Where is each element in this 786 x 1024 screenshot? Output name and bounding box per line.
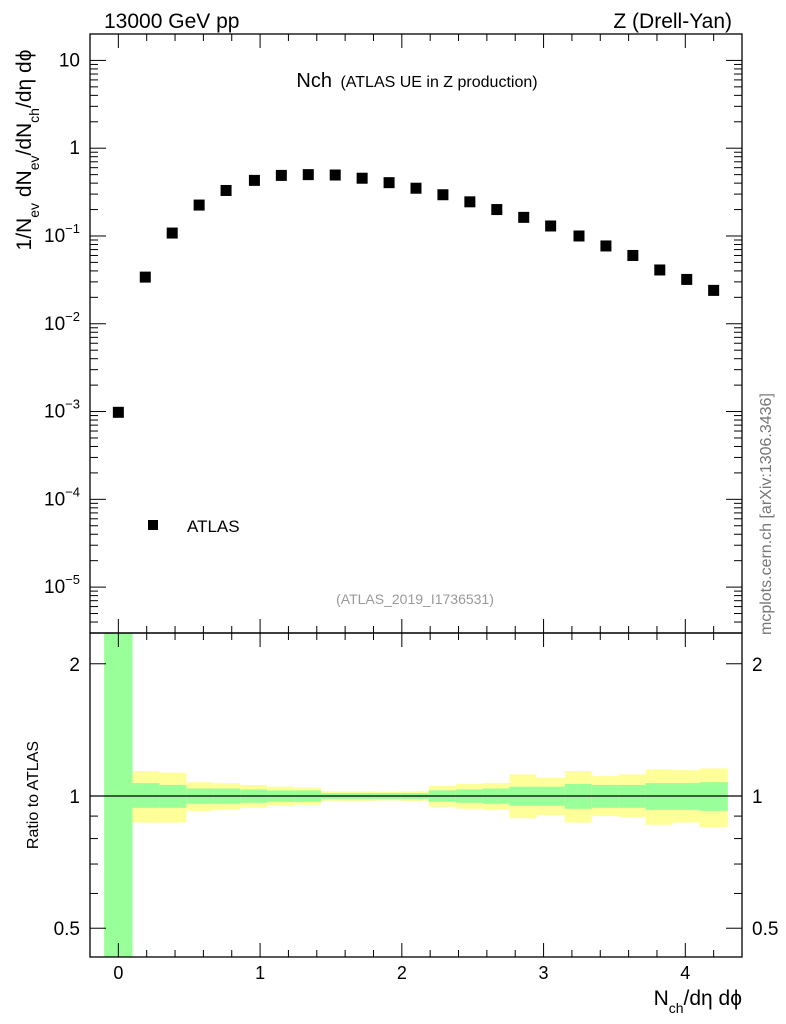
- data-point-2: [166, 227, 178, 239]
- main-y-tick-exponent: −5: [65, 572, 80, 587]
- x-tick-label-3: 3: [539, 963, 549, 983]
- side-note-box: mcplots.cern.ch [arXiv:1306.3436]: [758, 393, 775, 635]
- main-markers-layer: [112, 169, 720, 418]
- ratio-y-axis-label: Ratio to ATLAS: [25, 741, 42, 849]
- process-label: Z (Drell-Yan): [613, 10, 732, 33]
- ratio-y-tick-label-right: 0.5: [752, 919, 778, 940]
- data-point-21: [681, 273, 693, 285]
- main-y-tick-base: 10: [44, 402, 65, 423]
- main-y-tick-base: 10: [44, 489, 65, 510]
- data-point-9: [356, 172, 368, 184]
- main-y-tick-exponent: −1: [65, 221, 80, 236]
- ratio-y-tick-label-left: 0.5: [54, 919, 80, 940]
- ratio-y-tick-label-left: 1: [69, 787, 80, 808]
- data-point-20: [654, 264, 666, 276]
- plot-title: Nch (ATLAS UE in Z production): [296, 70, 537, 92]
- main-y-tick-label-6: 10: [59, 50, 80, 71]
- data-point-0: [112, 406, 124, 418]
- main-y-tick-exponent: −2: [65, 309, 80, 324]
- side-note: mcplots.cern.ch [arXiv:1306.3436]: [758, 393, 775, 635]
- data-point-8: [329, 169, 341, 181]
- data-point-18: [600, 240, 612, 252]
- data-point-1: [139, 271, 151, 283]
- ratio-plot-frame: [89, 632, 743, 958]
- plot-title-sub: (ATLAS UE in Z production): [340, 74, 537, 91]
- data-point-11: [410, 182, 422, 194]
- main-plot-frame: [89, 33, 743, 634]
- analysis-id: (ATLAS_2019_I1736531): [336, 591, 494, 607]
- main-y-tick-base: 10: [44, 226, 65, 247]
- main-y-tick-label-4: 10−1: [44, 221, 80, 247]
- data-point-5: [248, 174, 260, 186]
- ratio-y-tick-label-left: 2: [69, 655, 80, 676]
- x-tick-label-4: 4: [680, 963, 690, 983]
- x-tick-label-0: 0: [113, 963, 123, 983]
- data-point-13: [464, 196, 476, 208]
- legend-label: ATLAS: [187, 517, 240, 536]
- main-y-tick-exponent: −4: [65, 484, 80, 499]
- x-tick-label-2: 2: [397, 963, 407, 983]
- data-point-12: [437, 189, 449, 201]
- main-y-tick-label-2: 10−3: [44, 397, 80, 423]
- main-y-tick-label-1: 10−4: [44, 484, 80, 510]
- main-y-tick-exponent: −3: [65, 397, 80, 412]
- data-point-4: [220, 184, 232, 196]
- ratio-bands-layer: [90, 633, 742, 957]
- data-point-7: [302, 169, 314, 181]
- main-y-axis-label: 1/Nev dNev/dNch/dη dϕ: [13, 50, 42, 251]
- main-y-tick-base: 1: [69, 138, 80, 159]
- data-point-19: [627, 249, 639, 261]
- ratio-inner-band-0: [104, 633, 133, 957]
- data-point-3: [193, 199, 205, 211]
- data-point-16: [545, 220, 557, 232]
- plot-title-main: Nch: [296, 70, 332, 92]
- main-y-tick-base: 10: [44, 314, 65, 335]
- ratio-y-tick-label-right: 1: [752, 787, 763, 808]
- data-point-22: [708, 284, 720, 296]
- main-y-tick-base: 10: [59, 50, 80, 71]
- ratio-y-tick-label-right: 2: [752, 655, 763, 676]
- x-axis-label: Nch/dη dϕ: [654, 987, 742, 1016]
- data-point-15: [518, 211, 530, 223]
- x-tick-label-1: 1: [255, 963, 265, 983]
- main-y-tick-label-0: 10−5: [44, 572, 80, 598]
- energy-label: 13000 GeV pp: [104, 10, 239, 33]
- data-point-17: [573, 230, 585, 242]
- main-y-tick-base: 10: [44, 577, 65, 598]
- main-y-tick-label-3: 10−2: [44, 309, 80, 335]
- data-point-10: [383, 177, 395, 189]
- main-y-tick-label-5: 1: [69, 138, 80, 159]
- frames-layer: [89, 33, 743, 958]
- data-point-6: [275, 169, 287, 181]
- legend-marker: [148, 520, 158, 530]
- data-point-14: [491, 204, 503, 216]
